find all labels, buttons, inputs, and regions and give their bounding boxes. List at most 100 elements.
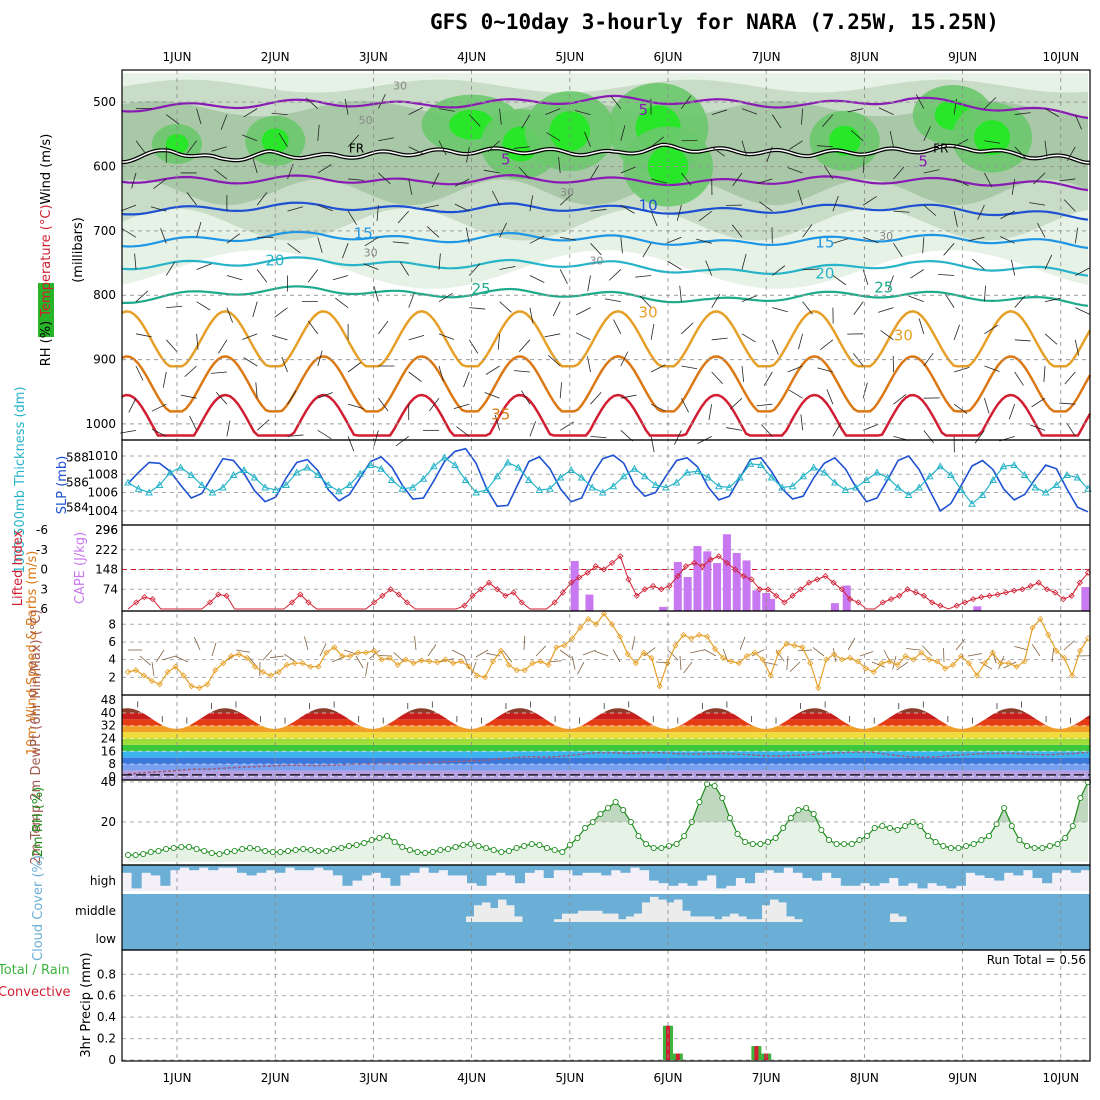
wind-speed-point xyxy=(521,667,528,674)
thickness-point xyxy=(925,472,934,480)
cloud-high-bar xyxy=(927,865,938,884)
cloud-high-bar xyxy=(543,865,554,878)
wind-barb xyxy=(186,140,197,154)
wind-speed-point xyxy=(410,660,417,667)
wind-barb xyxy=(151,661,155,676)
wind-barb xyxy=(151,403,167,412)
day-label-top: 6JUN xyxy=(654,50,683,64)
cloud-high-bar xyxy=(1003,865,1014,873)
wind-barb xyxy=(242,134,258,142)
thickness-point xyxy=(250,473,259,481)
wind-barb xyxy=(162,655,177,661)
wind-barb xyxy=(1059,402,1076,405)
cloud-high-bar xyxy=(946,865,957,889)
wind-barb xyxy=(590,435,607,439)
rh-point xyxy=(391,838,398,846)
day-label-bottom: 4JUN xyxy=(457,1071,486,1085)
thickness-tick-label: 586 xyxy=(66,476,89,490)
lifted-index-point xyxy=(215,591,222,598)
wind-barb xyxy=(943,243,955,256)
wind-speed-point xyxy=(362,649,370,656)
thickness-point xyxy=(187,470,196,478)
rh-point xyxy=(163,845,170,853)
wind-barb xyxy=(772,307,788,313)
wind-barb xyxy=(923,169,940,174)
slp-tick-label: 1008 xyxy=(87,467,118,481)
wind-barb xyxy=(863,423,879,431)
wind-barb xyxy=(798,333,803,350)
lifted-index-line xyxy=(127,555,1089,610)
cloud-high-bar xyxy=(294,865,305,871)
cloud-high-bar xyxy=(984,865,995,878)
wind-barb xyxy=(368,649,381,660)
wind-barb xyxy=(429,397,440,412)
wind-barb xyxy=(910,269,925,279)
wind-barb xyxy=(822,114,834,127)
wind-barb xyxy=(1051,648,1055,663)
thickness-point xyxy=(619,472,628,480)
wind-barb xyxy=(469,263,481,276)
rh-point xyxy=(703,780,711,788)
rh-point xyxy=(757,840,764,848)
lifted-index-point xyxy=(756,586,763,593)
rh-ylabel: 2m RH (%) xyxy=(31,787,46,858)
wind-barb xyxy=(1029,424,1046,431)
thickness-point xyxy=(535,485,544,493)
wind-speed-point xyxy=(370,647,378,654)
wind-barb xyxy=(518,166,531,180)
cloud-middle-bar xyxy=(474,905,483,922)
y-tick-label: 600 xyxy=(93,160,116,174)
cloud-high-bar xyxy=(467,865,478,884)
rh-point xyxy=(1069,822,1076,830)
wind-barb xyxy=(953,366,970,373)
wind-barb xyxy=(341,243,349,259)
wind-barb xyxy=(521,390,531,405)
wind-speed-point xyxy=(481,674,489,681)
wind-barb xyxy=(620,125,626,141)
lifted-index-point xyxy=(305,599,312,606)
wind-barb xyxy=(451,649,465,657)
wind-barb xyxy=(620,204,635,214)
lifted-index-point xyxy=(699,563,706,570)
wind-barb xyxy=(575,332,591,341)
wind-barb xyxy=(1074,227,1079,244)
lifted-index-point xyxy=(510,589,517,596)
cloud-divider xyxy=(122,891,1090,894)
rh-point xyxy=(970,840,977,848)
rh-point xyxy=(574,834,581,842)
day-label-top: 2JUN xyxy=(261,50,290,64)
wind-speed-point xyxy=(688,635,695,642)
wind-barb xyxy=(1044,140,1048,157)
wind-barb xyxy=(303,636,309,651)
li-tick-label: 6 xyxy=(40,602,48,616)
wind-barb xyxy=(287,434,304,437)
thickness-point xyxy=(662,483,670,491)
precip-tick-label: 0.2 xyxy=(97,1032,116,1046)
cloud-high-bar xyxy=(802,865,813,878)
thickness-point xyxy=(503,458,512,466)
wind-barb xyxy=(438,140,447,156)
cloud-high-bar xyxy=(716,865,727,889)
wind-barb xyxy=(620,394,637,399)
wind-barb xyxy=(862,269,869,285)
wind-barb xyxy=(558,157,561,173)
thickness-point xyxy=(525,475,533,483)
rh-label: 30 xyxy=(560,186,574,199)
wind-barb xyxy=(771,114,782,129)
wind-speed-point xyxy=(561,642,568,649)
rh-point xyxy=(879,822,886,830)
wind-barb xyxy=(1059,178,1076,182)
cloud-middle-bar xyxy=(690,916,699,922)
wind-speed-point xyxy=(1069,672,1076,679)
wind-barb xyxy=(590,243,602,256)
wind-barb xyxy=(256,192,268,206)
wind-barb xyxy=(679,285,682,302)
wind-barb xyxy=(576,307,591,316)
wind-barb xyxy=(817,367,834,373)
cloud-high-bar xyxy=(687,865,698,886)
rh-point xyxy=(201,847,208,855)
cloud-high-bar xyxy=(994,865,1005,881)
lifted-index-point xyxy=(896,592,903,599)
rh-point xyxy=(1016,836,1023,844)
